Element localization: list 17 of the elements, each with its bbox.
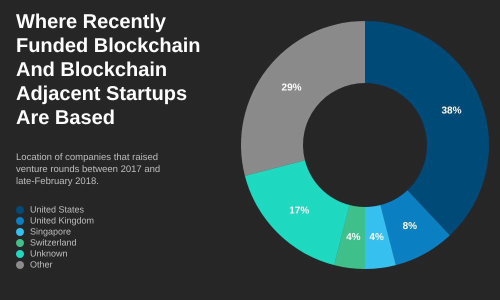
donut-slice bbox=[241, 21, 365, 176]
legend-label: Switzerland bbox=[30, 237, 77, 248]
data-label: 38% bbox=[441, 105, 462, 116]
legend-label: United Kingdom bbox=[30, 215, 94, 226]
data-label: 17% bbox=[289, 205, 310, 216]
text: Where Recently Funded Blockchain And Blockchain Adjacent Startups Are Based bbox=[16, 11, 200, 129]
data-label: 4% bbox=[369, 232, 384, 243]
legend-label: Unknown bbox=[30, 248, 68, 258]
text: Location of companies that raised venture rounds between 2017 and late-February 2018. bbox=[16, 152, 160, 187]
legend-label: United States bbox=[30, 204, 85, 214]
data-label: 29% bbox=[282, 82, 302, 94]
donut-slice bbox=[365, 205, 396, 269]
data-label: 4% bbox=[346, 232, 361, 243]
donut-slice bbox=[334, 205, 365, 269]
data-label: 8% bbox=[402, 221, 418, 232]
legend-label: Other bbox=[30, 259, 53, 270]
legend-label: Singapore bbox=[30, 226, 72, 236]
